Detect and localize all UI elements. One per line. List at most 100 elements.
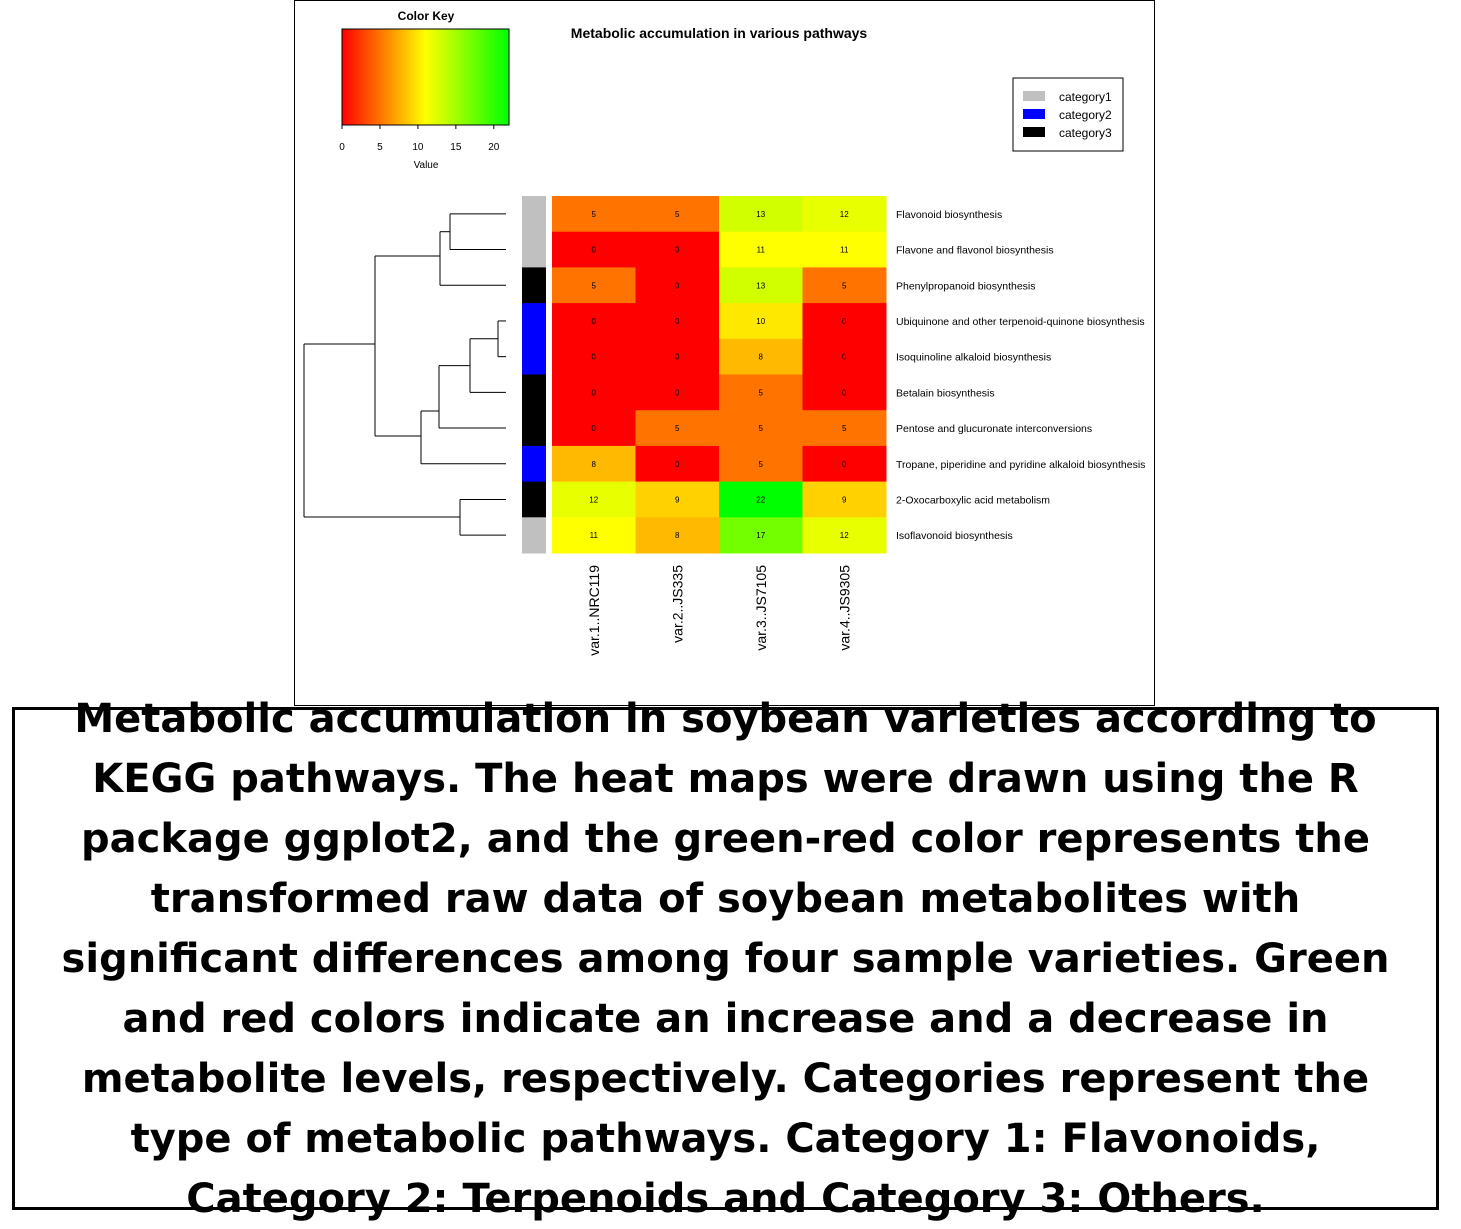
color-key-xlabel: Value — [414, 160, 439, 171]
cell-value-label: 9 — [842, 495, 847, 504]
cell-value-label: 5 — [675, 424, 680, 433]
heatmap-cell — [635, 231, 720, 268]
heatmap-cell — [552, 481, 636, 518]
heatmap-cell — [719, 374, 803, 411]
cell-value-label: 12 — [840, 210, 849, 219]
cell-value-label: 0 — [592, 388, 597, 397]
heatmap-cell — [802, 374, 887, 411]
heatmap-cell — [719, 267, 803, 304]
column-label: var.2..JS335 — [669, 565, 685, 643]
cell-value-label: 0 — [592, 353, 597, 362]
cell-value-label: 10 — [756, 317, 765, 326]
category-cell — [522, 267, 546, 304]
color-key-axis: 0 5 10 15 20 — [339, 125, 500, 153]
row-label: Isoquinoline alkaloid biosynthesis — [896, 352, 1051, 364]
heatmap-cell — [719, 410, 803, 447]
heatmap-cell — [552, 338, 636, 375]
color-key-gradient — [341, 28, 510, 126]
heatmap-cell — [802, 303, 887, 340]
heatmap-cell — [635, 374, 720, 411]
cell-value-label: 8 — [675, 531, 680, 540]
legend-swatch — [1023, 91, 1045, 101]
column-label: var.1..NRC119 — [586, 565, 602, 656]
category-cell — [522, 231, 546, 268]
category-cell — [522, 374, 546, 411]
color-key-tick-label: 20 — [488, 142, 500, 153]
cell-value-label: 9 — [675, 495, 680, 504]
heatmap-cell — [552, 374, 636, 411]
cell-value-label: 11 — [590, 531, 599, 540]
column-labels: var.1..NRC119 var.2..JS335 var.3..JS7105 va… — [586, 565, 853, 656]
heatmap-cell — [719, 445, 803, 483]
category-cell — [522, 481, 546, 518]
category-cell — [522, 338, 546, 375]
heatmap-cell — [802, 517, 887, 554]
chart-title: Metabolic accumulation in various pathwa… — [571, 25, 868, 41]
heatmap-cell — [552, 517, 636, 554]
cell-value-label: 13 — [756, 281, 765, 290]
heatmap-cell — [802, 267, 887, 304]
row-labels: Flavonoid biosynthesis Flavone and flavon… — [896, 209, 1145, 542]
heatmap-cell — [552, 196, 636, 233]
color-key-tick-label: 5 — [377, 142, 383, 153]
cell-value-label: 11 — [757, 246, 766, 255]
cell-value-label: 0 — [842, 353, 847, 362]
heatmap-cell — [802, 338, 887, 375]
color-key-tick-label: 15 — [450, 142, 462, 153]
heatmap-cells: 5 5 13 12 0 0 11 11 5 0 13 5 0 0 10 0 0 0 8 0 0 0 5 0 0 5 5 5 8 0 5 0 12… — [552, 196, 887, 554]
column-label: var.4..JS9305 — [836, 565, 852, 651]
legend-swatch — [1023, 127, 1045, 137]
cell-value-label: 0 — [592, 424, 597, 433]
legend: category1 category2 category3 — [1023, 90, 1112, 140]
category-cell — [522, 303, 546, 340]
cell-value-label: 12 — [840, 531, 849, 540]
legend-label: category1 — [1059, 90, 1112, 104]
heatmap-chart: Color Key 0 5 10 15 20 Value Metabolic accum… — [303, 9, 1145, 656]
cell-value-label: 0 — [592, 317, 597, 326]
figure-panel: Color Key 0 5 10 15 20 Value Metabolic accum… — [294, 0, 1155, 706]
color-key-title: Color Key — [398, 9, 455, 23]
figure-caption: Metabolic accumulation in soybean variet… — [61, 695, 1390, 1222]
cell-value-label: 5 — [592, 210, 597, 219]
heatmap-cell — [802, 231, 887, 268]
cell-value-label: 0 — [675, 281, 680, 290]
heatmap-cell — [552, 410, 636, 447]
cell-value-label: 0 — [675, 317, 680, 326]
row-label: Flavone and flavonol biosynthesis — [896, 245, 1054, 257]
heatmap-cell — [635, 267, 720, 304]
cell-value-label: 12 — [589, 495, 598, 504]
row-dendrogram — [303, 213, 506, 536]
row-label: Betalain biosynthesis — [896, 387, 995, 399]
caption-box: Metabolic accumulation in soybean variet… — [12, 696, 1439, 1222]
heatmap-cell — [635, 410, 720, 447]
cell-value-label: 5 — [759, 460, 764, 469]
heatmap-cell — [635, 445, 720, 483]
cell-value-label: 0 — [592, 246, 597, 255]
heatmap-cell — [802, 410, 887, 447]
cell-value-label: 5 — [759, 388, 764, 397]
cell-value-label: 5 — [842, 281, 847, 290]
cell-value-label: 0 — [842, 317, 847, 326]
cell-value-label: 5 — [592, 281, 597, 290]
heatmap-cell — [802, 481, 887, 518]
row-label: Ubiquinone and other terpenoid-quinone b… — [896, 316, 1145, 328]
cell-value-label: 11 — [840, 246, 849, 255]
row-label: Tropane, piperidine and pyridine alkaloi… — [896, 459, 1145, 471]
cell-value-label: 0 — [675, 388, 680, 397]
color-key-tick-label: 10 — [412, 142, 424, 153]
category-cell — [522, 517, 546, 554]
cell-value-label: 17 — [756, 531, 765, 540]
heatmap-cell — [552, 445, 636, 483]
heatmap-cell — [552, 231, 636, 268]
row-label: Phenylpropanoid biosynthesis — [896, 280, 1036, 292]
cell-value-label: 0 — [675, 460, 680, 469]
heatmap-cell — [635, 481, 720, 518]
cell-value-label: 0 — [675, 246, 680, 255]
cell-value-label: 5 — [759, 424, 764, 433]
cell-value-label: 5 — [675, 210, 680, 219]
heatmap-cell — [719, 481, 803, 518]
category-cell — [522, 196, 546, 233]
heatmap-cell — [719, 196, 803, 233]
heatmap-cell — [635, 338, 720, 375]
cell-value-label: 8 — [759, 353, 764, 362]
